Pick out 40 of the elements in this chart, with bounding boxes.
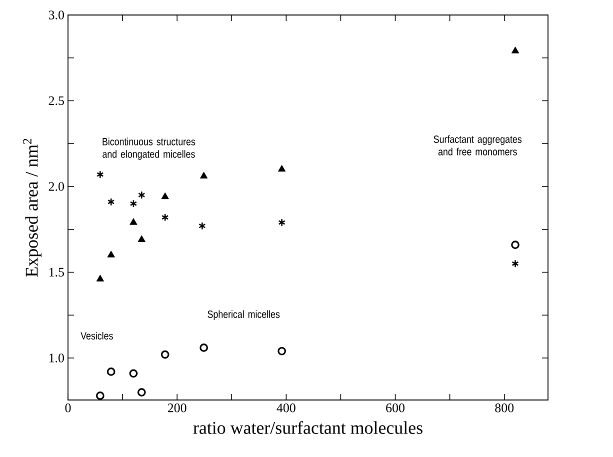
y-tick-label: 2.5 bbox=[48, 96, 64, 106]
y-tick-label: 1.0 bbox=[49, 354, 64, 362]
point bbox=[198, 222, 206, 230]
point bbox=[96, 274, 104, 282]
y-axis-title: Exposed area / nm$^{2}$ bbox=[23, 138, 42, 277]
point bbox=[108, 198, 115, 206]
point bbox=[511, 46, 520, 54]
point bbox=[512, 260, 519, 268]
point bbox=[130, 218, 138, 225]
annotation: Surfactant aggregates and free monomers bbox=[434, 135, 522, 156]
point bbox=[129, 369, 138, 378]
point bbox=[106, 368, 116, 376]
point bbox=[200, 172, 208, 178]
x-tick-label: 0 bbox=[65, 404, 71, 412]
x-tick-label: 800 bbox=[495, 404, 514, 412]
point bbox=[160, 350, 170, 359]
annotation: Bicontinuous structures and elongated micelles bbox=[102, 138, 196, 160]
point bbox=[162, 213, 169, 222]
point bbox=[278, 218, 286, 227]
point bbox=[138, 235, 146, 242]
point bbox=[511, 240, 520, 249]
point bbox=[200, 344, 208, 352]
point bbox=[138, 191, 146, 200]
x-axis-title: ratio water/surfactant molecules bbox=[193, 421, 422, 434]
x-tick-label: 600 bbox=[386, 404, 404, 412]
point bbox=[137, 388, 146, 396]
x-tick-label: 400 bbox=[276, 404, 296, 412]
point bbox=[96, 392, 104, 400]
y-tick-label: 2.0 bbox=[48, 182, 64, 191]
annotation: Vesicles bbox=[80, 332, 113, 340]
point bbox=[278, 346, 286, 356]
point bbox=[107, 250, 115, 258]
y-tick-label: 3.0 bbox=[48, 10, 64, 20]
y-tick-label: 1.5 bbox=[49, 268, 64, 277]
annotation: Spherical micelles bbox=[208, 310, 280, 320]
point bbox=[130, 200, 138, 208]
point bbox=[96, 170, 104, 179]
point bbox=[161, 192, 169, 200]
point bbox=[278, 164, 286, 172]
x-tick-label: 200 bbox=[168, 404, 186, 412]
